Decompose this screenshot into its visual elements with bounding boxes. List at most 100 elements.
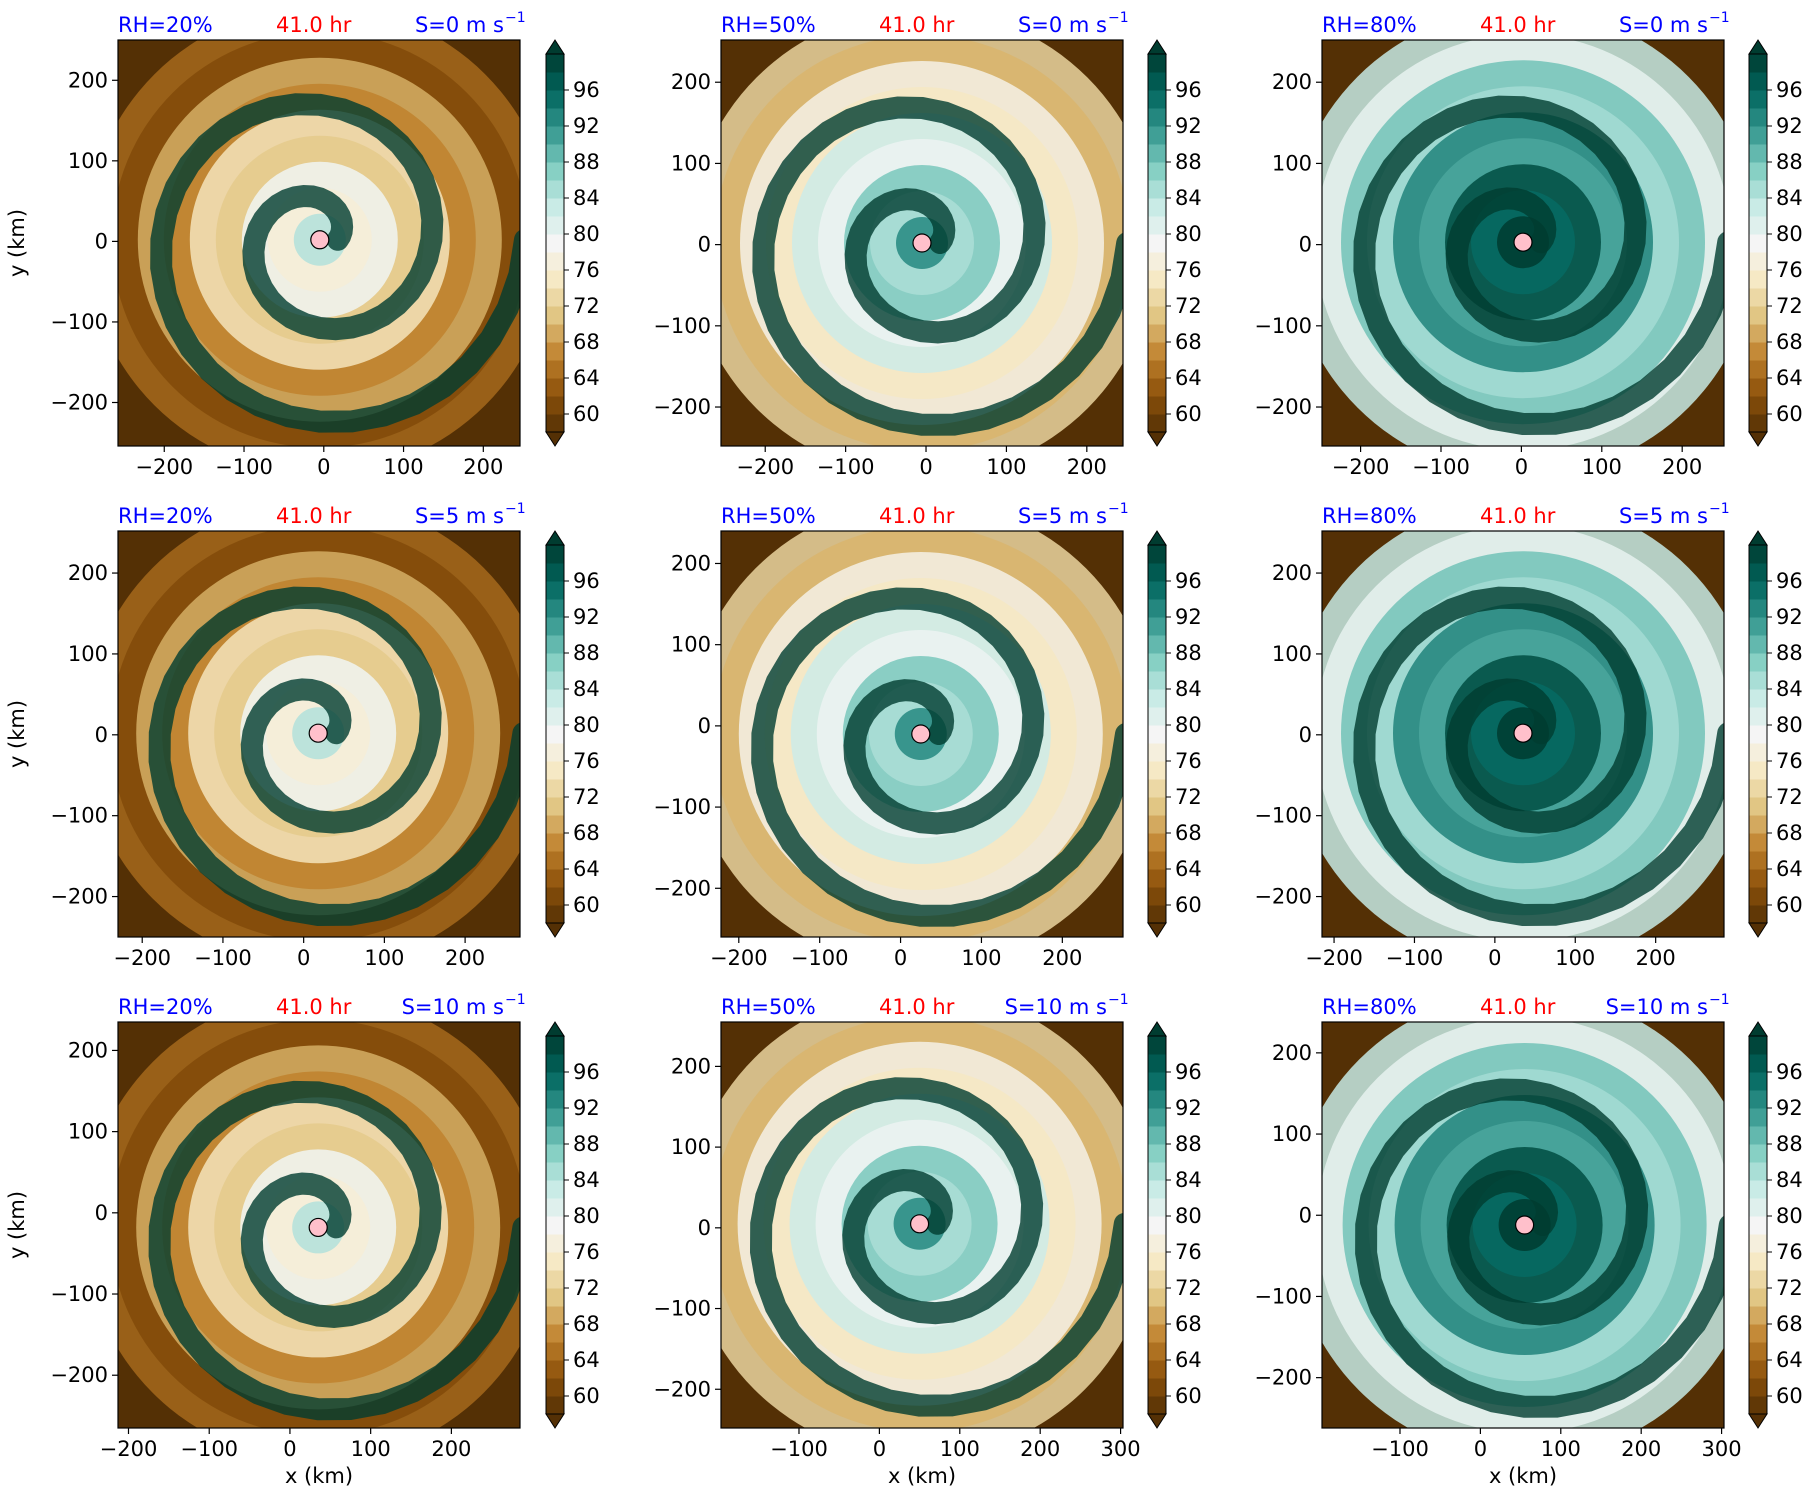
y-tick-label: 100 — [68, 642, 108, 666]
colorbar-bin — [1749, 1054, 1767, 1073]
colorbar-tick-label: 68 — [1175, 821, 1202, 845]
colorbar-bin — [1749, 306, 1767, 325]
title-shear-exponent: −1 — [505, 10, 526, 26]
colorbar-tick-label: 60 — [1175, 402, 1202, 426]
colorbar-bin — [1749, 1144, 1767, 1163]
colorbar: 60 64 68 72 76 80 84 88 92 96 — [545, 39, 600, 447]
colorbar: 60 64 68 72 76 80 84 88 92 96 — [1748, 1021, 1803, 1429]
colorbar-bin — [1749, 1342, 1767, 1361]
colorbar-tick-label: 68 — [1776, 1312, 1803, 1336]
colorbar-bin — [546, 1396, 564, 1415]
colorbar-tick-label: 96 — [1776, 78, 1803, 102]
x-tick-label: 100 — [940, 1437, 980, 1461]
colorbar-bin — [1148, 797, 1166, 816]
colorbar-bin — [1749, 725, 1767, 744]
colorbar-tick-label: 84 — [1175, 1168, 1202, 1192]
colorbar-frame — [1748, 544, 1768, 924]
title-rh: RH=20% — [118, 995, 213, 1019]
colorbar-bin — [1148, 1396, 1166, 1415]
y-tick-label: 0 — [698, 1216, 711, 1240]
colorbar-bin — [546, 779, 564, 798]
colorbar-bin — [546, 1360, 564, 1379]
y-tick-label: 200 — [671, 1054, 711, 1078]
storm-center-marker — [1515, 1215, 1535, 1235]
colorbar-bin — [546, 396, 564, 415]
x-axis-label: x (km) — [1489, 1464, 1557, 1488]
panel-2-0: −200 −100 0 100 200 −200 −100 0 100 200 x (km) y (k… — [5, 992, 600, 1488]
storm-center-marker — [310, 230, 330, 250]
x-tick-label: 200 — [1067, 455, 1107, 479]
moist-spiral-band — [752, 96, 1123, 436]
y-tick-label: 200 — [68, 1038, 108, 1062]
y-tick-label: −100 — [50, 1282, 108, 1306]
moist-spiral-band — [148, 1080, 520, 1421]
colorbar: 60 64 68 72 76 80 84 88 92 96 — [1147, 39, 1202, 447]
title-shear: S=10 m s — [402, 995, 504, 1019]
colorbar-tick-label: 80 — [1776, 1204, 1803, 1228]
x-tick-label: 0 — [873, 1437, 886, 1461]
colorbar-frame — [1147, 544, 1167, 924]
colorbar-bin — [1749, 288, 1767, 307]
x-tick-label: 200 — [1636, 946, 1676, 970]
x-tick-label: 0 — [317, 455, 330, 479]
plot-frame — [720, 530, 1124, 938]
panel-2-1: −100 0 100 200 300 −200 −100 0 100 200 x (km) RH=50… — [653, 992, 1202, 1488]
x-tick-label: 100 — [1555, 946, 1595, 970]
colorbar-bin — [1148, 545, 1166, 564]
x-tick-label: 100 — [961, 946, 1001, 970]
colorbar-bin — [1749, 1270, 1767, 1289]
colorbar-tick-label: 84 — [573, 186, 600, 210]
colorbar-tick-label: 60 — [1776, 1384, 1803, 1408]
colorbar-bin — [1749, 851, 1767, 870]
x-axis-label: x (km) — [888, 1464, 956, 1488]
colorbar-bin — [1148, 1288, 1166, 1307]
title-shear-exponent: −1 — [505, 992, 526, 1008]
colorbar-bin — [546, 635, 564, 654]
colorbar-bin — [546, 1324, 564, 1343]
colorbar-bin — [546, 1108, 564, 1127]
colorbar-bin — [546, 887, 564, 906]
colorbar-tick-label: 84 — [1175, 186, 1202, 210]
colorbar-bin — [1749, 1126, 1767, 1145]
colorbar-tick-label: 60 — [1776, 402, 1803, 426]
colorbar-tick-label: 64 — [1175, 1348, 1202, 1372]
colorbar-tick-label: 60 — [1175, 1384, 1202, 1408]
colorbar-tick-label: 64 — [573, 1348, 600, 1372]
colorbar-bin — [546, 414, 564, 433]
colorbar-bin — [1148, 1360, 1166, 1379]
colorbar-tick-label: 80 — [573, 1204, 600, 1228]
panel-1-2: −200 −100 0 100 200 −200 −100 0 100 200 RH=80% 41.0… — [1254, 501, 1803, 970]
colorbar-bin — [546, 599, 564, 618]
y-tick-label: −100 — [1254, 804, 1312, 828]
colorbar-tick-label: 80 — [1776, 222, 1803, 246]
y-tick-label: 100 — [1272, 642, 1312, 666]
y-tick-label: −100 — [653, 1297, 711, 1321]
colorbar-tick-label: 96 — [1776, 569, 1803, 593]
colorbar-bin — [1148, 306, 1166, 325]
colorbar-bin — [546, 342, 564, 361]
colorbar-tick-label: 92 — [1776, 114, 1803, 138]
colorbar-tick-label: 76 — [573, 258, 600, 282]
colorbar-tick-label: 68 — [1175, 330, 1202, 354]
colorbar-bin — [1749, 72, 1767, 91]
colorbar-bin — [546, 797, 564, 816]
colorbar-bin — [1749, 1198, 1767, 1217]
colorbar-bin — [1749, 815, 1767, 834]
colorbar-tick-label: 96 — [1175, 78, 1202, 102]
colorbar-bin — [1148, 1378, 1166, 1397]
title-time: 41.0 hr — [276, 13, 352, 37]
colorbar-bin — [1148, 324, 1166, 343]
x-tick-label: −200 — [1332, 455, 1390, 479]
y-tick-label: 100 — [671, 633, 711, 657]
colorbar-frame — [545, 1035, 565, 1415]
colorbar-bin — [1749, 887, 1767, 906]
colorbar-bin — [1148, 162, 1166, 181]
x-tick-label: 200 — [445, 946, 485, 970]
y-tick-label: 0 — [1299, 233, 1312, 257]
title-shear-exponent: −1 — [505, 501, 526, 517]
colorbar-tick-label: 84 — [573, 677, 600, 701]
x-tick-label: −200 — [113, 946, 171, 970]
panel-1-1: −200 −100 0 100 200 −200 −100 0 100 200 RH=50% 41.0… — [653, 501, 1202, 970]
colorbar-bin — [546, 1180, 564, 1199]
colorbar-tick-label: 80 — [1175, 1204, 1202, 1228]
